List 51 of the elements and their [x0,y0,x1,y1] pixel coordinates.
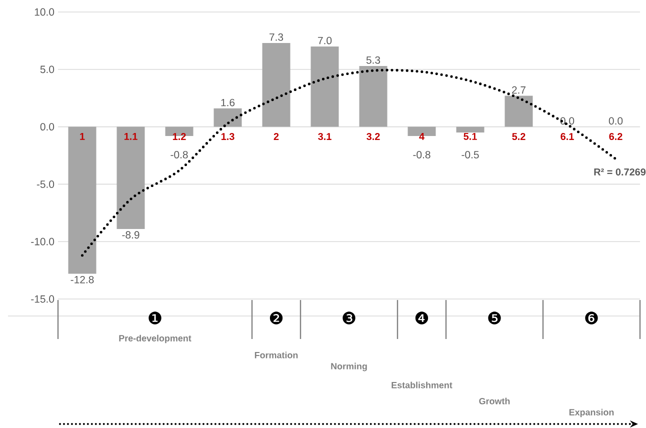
x-tick-label: 1.3 [221,132,234,140]
data-label: -12.8 [70,276,94,284]
text: ❺ [488,312,501,324]
y-tick-label: -10.0 [31,238,54,246]
bar [359,66,388,127]
text: Establishment [392,382,452,388]
text: ❶ [148,312,162,324]
data-label: -0.8 [170,150,188,158]
bar [68,126,96,274]
x-tick-label: 1.1 [124,132,138,140]
text: Formation [254,352,298,358]
y-tick-label: -15.0 [31,295,54,303]
x-tick-label: 4 [419,132,424,140]
data-label: 0.0 [608,117,623,125]
y-tick-label: 10.0 [34,8,54,16]
text: Expansion [569,408,614,418]
x-tick-label: 3.2 [366,132,380,140]
data-label: 5.3 [366,56,380,64]
data-label: 2.7 [512,86,526,94]
y-tick-label: 5.0 [40,66,54,74]
text: ❻ [585,312,598,324]
data-label: 0.0 [560,117,574,125]
text: Pre-development [119,334,192,344]
x-tick-label: 2 [274,132,279,140]
x-tick-label: 1.2 [172,132,186,140]
bar [456,126,484,133]
x-tick-label: 5.1 [464,132,477,140]
data-label: -0.8 [413,150,430,158]
data-label: -0.5 [462,150,479,158]
x-tick-label: 6.2 [609,132,622,140]
bar [116,126,145,229]
text: Norming [331,362,367,372]
bar [262,42,290,127]
y-tick-label: -5.0 [36,180,54,188]
text: ❷ [270,312,283,324]
data-label: 7.3 [270,33,284,41]
text: ❹ [415,312,428,324]
data-label: -8.9 [122,231,140,239]
data-label: 1.6 [221,98,235,106]
y-tick-label: 0.0 [40,123,54,131]
bar [310,46,339,127]
bar [214,108,242,127]
x-tick-label: 6.1 [560,132,574,140]
x-tick-label: 5.2 [512,132,526,140]
annotation: R² = 0.7269 [594,168,646,176]
text: Growth [479,398,510,404]
bar [504,96,533,127]
x-tick-label: 1 [80,132,85,140]
x-tick-label: 3.1 [318,132,332,140]
text: ❸ [342,312,356,324]
data-label: 7.0 [318,36,332,44]
